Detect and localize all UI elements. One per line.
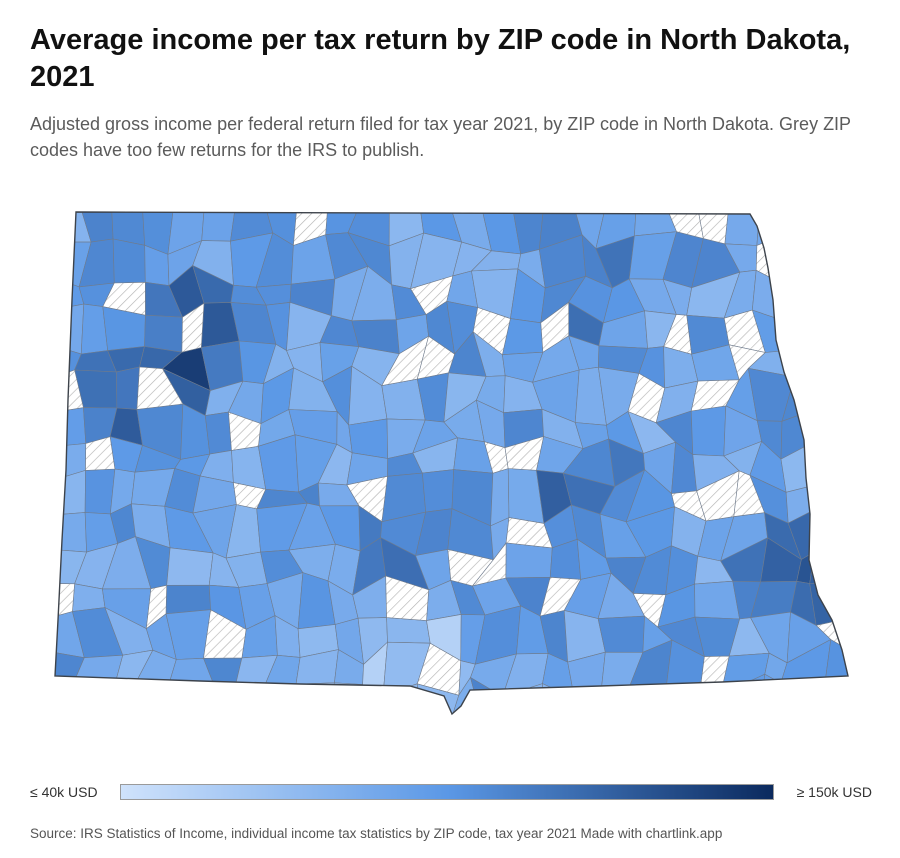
zip-area[interactable]	[781, 304, 818, 352]
zip-area[interactable]	[809, 548, 852, 584]
zip-area[interactable]	[382, 683, 421, 720]
zip-area[interactable]	[144, 314, 183, 353]
zip-area[interactable]	[824, 378, 852, 414]
zip-area[interactable]	[358, 684, 390, 721]
zip-area[interactable]	[811, 241, 852, 281]
zip-area-no-data	[136, 366, 184, 410]
zip-area-no-data	[416, 642, 462, 696]
zip-area[interactable]	[386, 617, 431, 644]
zip-area[interactable]	[786, 232, 831, 287]
zip-area-no-data	[416, 335, 455, 380]
zip-area-no-data	[203, 687, 236, 714]
zip-area[interactable]	[542, 683, 575, 720]
zip-area-no-data	[203, 609, 247, 659]
zip-area-no-data	[181, 302, 205, 353]
zip-area-no-data	[728, 344, 766, 381]
zip-area-no-data	[811, 212, 848, 250]
zip-area[interactable]	[816, 438, 852, 485]
zip-area[interactable]	[505, 542, 553, 579]
zip-area[interactable]	[166, 687, 216, 720]
zip-area-no-data	[85, 436, 116, 471]
zip-area-no-data	[385, 575, 430, 621]
zip-area[interactable]	[626, 692, 668, 720]
zip-area-no-data	[505, 517, 553, 549]
zip-area[interactable]	[600, 692, 637, 720]
zip-area-no-data	[540, 301, 570, 353]
zip-area-no-data	[733, 470, 765, 517]
zip-area[interactable]	[574, 697, 606, 720]
zip-area[interactable]	[166, 547, 214, 586]
zip-area[interactable]	[204, 411, 232, 455]
zip-area[interactable]	[813, 502, 852, 553]
zip-area-no-data	[632, 593, 667, 628]
legend-gradient-bar	[120, 784, 774, 800]
zip-area-no-data	[471, 541, 507, 587]
zip-area[interactable]	[787, 208, 822, 250]
zip-area[interactable]	[759, 673, 791, 720]
zip-area[interactable]	[50, 512, 87, 553]
zip-area-no-data	[627, 372, 666, 424]
zip-area-no-data	[228, 411, 262, 451]
zip-area[interactable]	[490, 468, 510, 527]
zip-area[interactable]	[780, 682, 825, 720]
state-outline	[54, 211, 849, 716]
zip-area-no-data	[233, 482, 267, 510]
zip-area-no-data	[697, 212, 729, 245]
zip-area[interactable]	[112, 238, 146, 284]
zip-area-no-data	[700, 655, 730, 696]
zip-area[interactable]	[295, 682, 335, 720]
chart-title: Average income per tax return by ZIP cod…	[30, 24, 851, 93]
zip-area[interactable]	[820, 685, 852, 720]
zip-area[interactable]	[116, 366, 140, 410]
legend-min-label: ≤ 40k USD	[30, 784, 98, 800]
chart-subtitle: Adjusted gross income per federal return…	[30, 114, 851, 160]
zip-area[interactable]	[813, 304, 852, 345]
zip-area-no-data	[539, 576, 582, 617]
zip-area[interactable]	[69, 685, 115, 720]
zip-area[interactable]	[694, 580, 740, 620]
zip-area-no-data	[690, 379, 740, 412]
zip-area[interactable]	[690, 405, 727, 457]
zip-area[interactable]	[84, 468, 116, 515]
zip-area-no-data	[145, 584, 168, 630]
zip-area[interactable]	[597, 615, 645, 653]
zip-area[interactable]	[232, 687, 267, 720]
legend-max-label: ≥ 150k USD	[796, 784, 872, 800]
zip-area[interactable]	[816, 480, 852, 516]
zip-area-no-data	[663, 314, 692, 355]
zip-area[interactable]	[50, 303, 85, 355]
zip-area[interactable]	[818, 405, 852, 448]
zip-area-no-data	[293, 212, 328, 246]
zip-area-no-data	[504, 436, 544, 471]
zip-area[interactable]	[665, 681, 702, 720]
zip-area[interactable]	[50, 469, 86, 516]
zip-area[interactable]	[634, 208, 678, 237]
zip-area-no-data	[410, 275, 454, 315]
zip-area-no-data	[263, 683, 298, 714]
zip-area-no-data	[111, 685, 143, 714]
source-note: Source: IRS Statistics of Income, indivi…	[30, 826, 723, 841]
zip-area[interactable]	[348, 418, 389, 459]
zip-area[interactable]	[813, 340, 852, 387]
zip-area[interactable]	[783, 280, 831, 322]
zip-area[interactable]	[422, 469, 455, 513]
zip-area[interactable]	[781, 340, 827, 388]
zip-area[interactable]	[816, 275, 852, 311]
zip-area-no-data	[346, 475, 388, 523]
zip-area-no-data	[472, 307, 511, 356]
choropleth-map[interactable]	[0, 190, 900, 730]
zip-area[interactable]	[165, 584, 211, 615]
zip-area-no-data	[55, 685, 82, 714]
zip-area[interactable]	[133, 686, 174, 721]
zip-area-no-data	[102, 281, 146, 316]
zip-area[interactable]	[327, 682, 363, 720]
color-legend: ≤ 40k USD ≥ 150k USD	[30, 782, 872, 804]
zip-area[interactable]	[697, 681, 730, 720]
zip-code-areas[interactable]	[50, 208, 852, 720]
